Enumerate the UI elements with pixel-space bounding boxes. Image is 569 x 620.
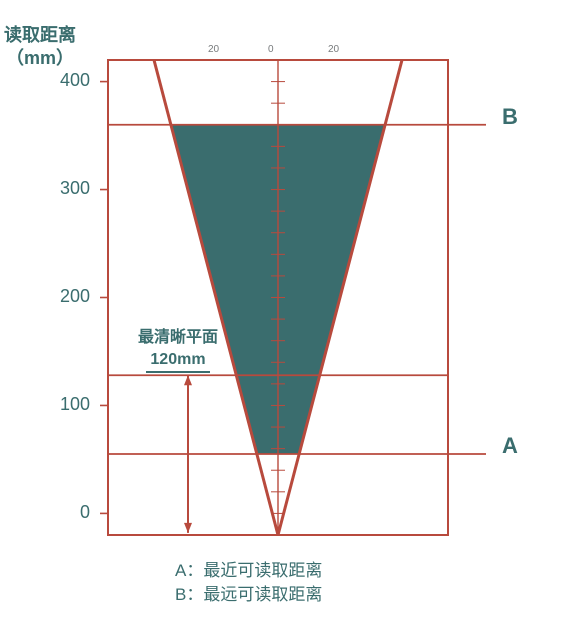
y-tick-300: 300: [60, 178, 90, 199]
y-tick-400: 400: [60, 70, 90, 91]
y-axis-title: 读取距离 （mm）: [4, 24, 76, 69]
x-top-tick-2: 20: [328, 44, 339, 55]
footnote-1: B：最远可读取距离: [175, 580, 322, 605]
x-top-tick-1: 0: [268, 44, 274, 55]
clearest-plane-label: 最清晰平面120mm: [138, 327, 218, 373]
y-tick-200: 200: [60, 286, 90, 307]
y-tick-0: 0: [80, 502, 90, 523]
marker-B: B: [502, 104, 518, 130]
chart-svg: [0, 0, 569, 620]
y-axis-title-line1: 读取距离: [4, 25, 76, 45]
y-axis-title-line2: （mm）: [6, 48, 74, 68]
clearest-plane-line2: 120mm: [146, 349, 209, 374]
x-top-tick-0: 20: [208, 44, 219, 55]
clearest-plane-line1: 最清晰平面: [138, 327, 218, 349]
footnote-0: A：最近可读取距离: [175, 556, 322, 581]
marker-A: A: [502, 433, 518, 459]
y-tick-100: 100: [60, 394, 90, 415]
chart-root: 读取距离（mm）400300200100020020AB最清晰平面120mmA：…: [0, 0, 569, 620]
